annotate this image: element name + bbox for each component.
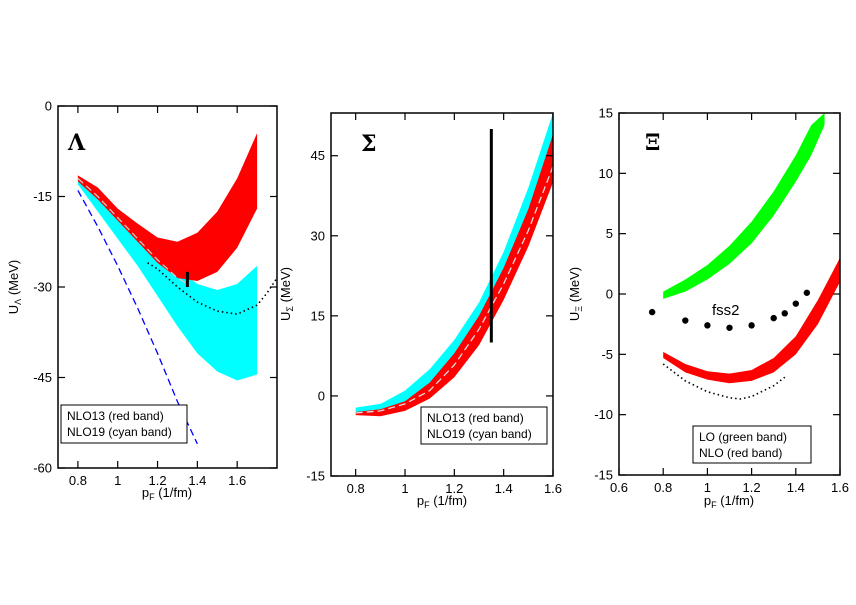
xi-series-fss2-point [770, 314, 777, 322]
xi-x-tick-label: 1 [704, 480, 711, 495]
sigma-legend-entry-2: NLO19 (cyan band) [427, 427, 532, 441]
lambda-legend: NLO13 (red band) NLO19 (cyan band) [60, 404, 188, 444]
xi-symbol: Ξ [645, 130, 660, 156]
fss2-annotation: fss2 [712, 302, 740, 319]
sigma-y-axis-label: UΣ (MeV) [278, 267, 295, 321]
xi-y-tick-label: 0 [606, 287, 613, 302]
sigma-y-tick-label: 15 [311, 308, 325, 323]
xi-y-tick-label: -15 [594, 468, 613, 483]
xi-y-tick-label: -10 [594, 407, 613, 422]
lambda-x-tick-label: 0.8 [69, 473, 87, 488]
lambda-x-tick-label: 1.6 [228, 473, 246, 488]
lambda-y-tick-label: 0 [45, 99, 52, 114]
xi-y-axis-label: UΞ (MeV) [567, 267, 584, 321]
xi-series-fss2-point [648, 308, 656, 316]
sigma-band-nlo13-red-band [355, 134, 553, 417]
lambda-x-axis-label: pF (1/fm) [142, 485, 192, 502]
xi-series-fss2-point [748, 322, 755, 329]
lambda-series-dashed-blue [77, 190, 198, 445]
sigma-y-tick-label: 30 [311, 228, 325, 243]
xi-legend-entry-2: NLO (red band) [699, 446, 782, 460]
sigma-x-tick-label: 1.2 [445, 481, 463, 496]
sigma-y-tick-label: 0 [318, 388, 325, 403]
sigma-legend: NLO13 (red band) NLO19 (cyan band) [420, 406, 548, 445]
sigma-x-tick-label: 1.6 [544, 481, 562, 496]
xi-series-fss2 [648, 289, 811, 331]
sigma-x-tick-label: 0.8 [347, 481, 365, 496]
xi-legend-entry-1: LO (green band) [699, 430, 787, 444]
sigma-panel: 0.8 1 1.2 1.4 1.6 -15 0 15 30 45 Σ UΣ (MeV) pF (1… [278, 112, 562, 510]
sigma-y-tick-label: -15 [306, 469, 325, 484]
lambda-y-tick-label: -60 [33, 461, 52, 476]
svg-text:UΣ (MeV): UΣ (MeV) [278, 267, 295, 321]
svg-text:UΞ (MeV): UΞ (MeV) [567, 267, 584, 321]
lambda-symbol: Λ [67, 130, 86, 156]
xi-y-tick-label: -5 [601, 347, 613, 362]
xi-series-dotted-black [662, 363, 786, 400]
xi-y-tick-label: 15 [599, 106, 613, 121]
sigma-plot-frame [330, 112, 554, 477]
svg-text:UΛ (MeV): UΛ (MeV) [6, 260, 23, 314]
sigma-symbol: Σ [361, 131, 377, 157]
sigma-x-axis-label: pF (1/fm) [417, 493, 467, 510]
lambda-x-tick-label: 1 [114, 473, 121, 488]
xi-series-fss2-point [682, 317, 689, 324]
xi-panel: 0.6 0.8 1 1.2 1.4 1.6 -15 -10 -5 0 5 10 15 Ξ fss2 UΞ… [567, 106, 849, 511]
xi-x-tick-label: 0.6 [610, 480, 628, 495]
xi-y-tick-label: 5 [606, 226, 613, 241]
sigma-x-tick-label: 1.4 [495, 481, 513, 496]
xi-x-tick-label: 1.2 [743, 480, 761, 495]
xi-legend: LO (green band) NLO (red band) [692, 425, 812, 464]
sigma-legend-entry-1: NLO13 (red band) [427, 411, 524, 425]
lambda-x-tick-label: 1.2 [149, 473, 167, 488]
xi-series-fss2-point [704, 322, 711, 329]
lambda-band-nlo19-cyan-band [77, 175, 258, 381]
xi-x-tick-label: 1.4 [787, 480, 805, 495]
xi-y-tick-label: 10 [599, 166, 613, 181]
xi-band-lo-green-band [663, 113, 825, 299]
lambda-legend-entry-1: NLO13 (red band) [67, 409, 164, 423]
lambda-y-axis-label: UΛ (MeV) [6, 260, 23, 314]
sigma-y-tick-label: 45 [311, 148, 325, 163]
xi-series-fss2-point [803, 289, 811, 296]
lambda-band-nlo13-red-band [77, 133, 258, 281]
xi-x-axis-label: pF (1/fm) [704, 493, 754, 510]
sigma-x-tick-label: 1 [401, 481, 408, 496]
lambda-x-tick-label: 1.4 [188, 473, 206, 488]
lambda-legend-entry-2: NLO19 (cyan band) [67, 425, 172, 439]
sigma-series-dashed-light [355, 166, 553, 414]
lambda-series-dashed-gray [77, 177, 188, 285]
xi-series-fss2-point [726, 324, 733, 331]
lambda-panel: 0.8 1 1.2 1.4 1.6 -60 -45 -30 -15 0 Λ UΛ (MeV) pF… [6, 99, 278, 502]
lambda-y-tick-label: -15 [33, 189, 52, 204]
xi-band-nlo-red-band [663, 257, 840, 384]
lambda-y-tick-label: -45 [33, 370, 52, 385]
xi-series-fss2-point [781, 310, 788, 317]
xi-x-tick-label: 1.6 [831, 480, 849, 495]
xi-series-fss2-point [792, 300, 799, 307]
xi-x-tick-label: 0.8 [654, 480, 672, 495]
lambda-y-tick-label: -30 [33, 280, 52, 295]
